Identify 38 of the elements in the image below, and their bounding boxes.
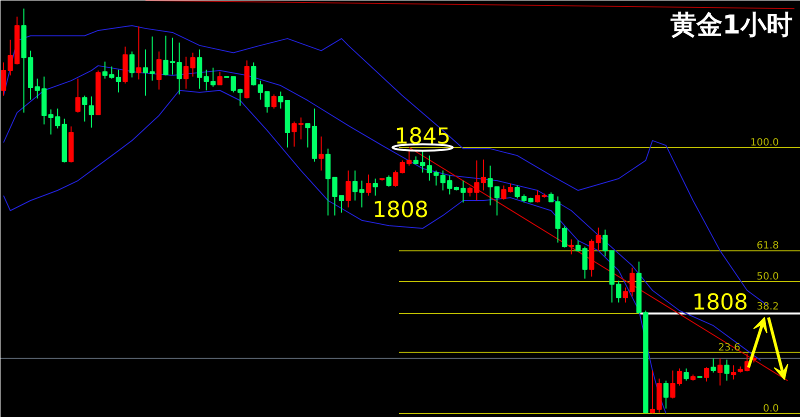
candlestick [88,96,94,128]
annotation: 61.8 [756,240,779,252]
candlestick [704,366,710,382]
candlestick [576,240,581,252]
candlestick [346,170,351,208]
candlestick [602,229,608,257]
candlestick [217,71,222,86]
candlestick [724,359,730,382]
candlestick [717,358,723,386]
candlestick [393,170,398,188]
candlestick [386,174,392,188]
annotation: 50.0 [756,271,779,282]
candlestick [372,178,378,196]
candlestick [730,364,736,380]
candlestick [318,136,324,172]
annotation: 0.0 [762,403,779,414]
candlestick [271,94,277,110]
candlestick [75,78,80,114]
candlestick [136,26,142,80]
candlestick [251,62,256,86]
annotation: 38.2 [756,301,779,312]
candlestick [156,51,162,90]
candlestick [596,227,601,252]
candlestick [129,51,135,78]
candlestick [568,238,574,255]
candlestick [684,368,689,382]
candlestick [366,174,372,196]
annotation: 1845 [394,124,451,150]
chart-title: 黄金1小时 [669,10,793,40]
annotation: 1808 [692,290,748,316]
annotation: 100.0 [750,137,779,148]
candlestick [710,358,716,374]
candlestick [630,267,635,297]
candlestick [622,287,628,304]
candlestick [663,380,669,410]
candlestick [82,95,88,122]
candlestick [582,246,588,280]
annotation: 1808 [372,198,429,223]
